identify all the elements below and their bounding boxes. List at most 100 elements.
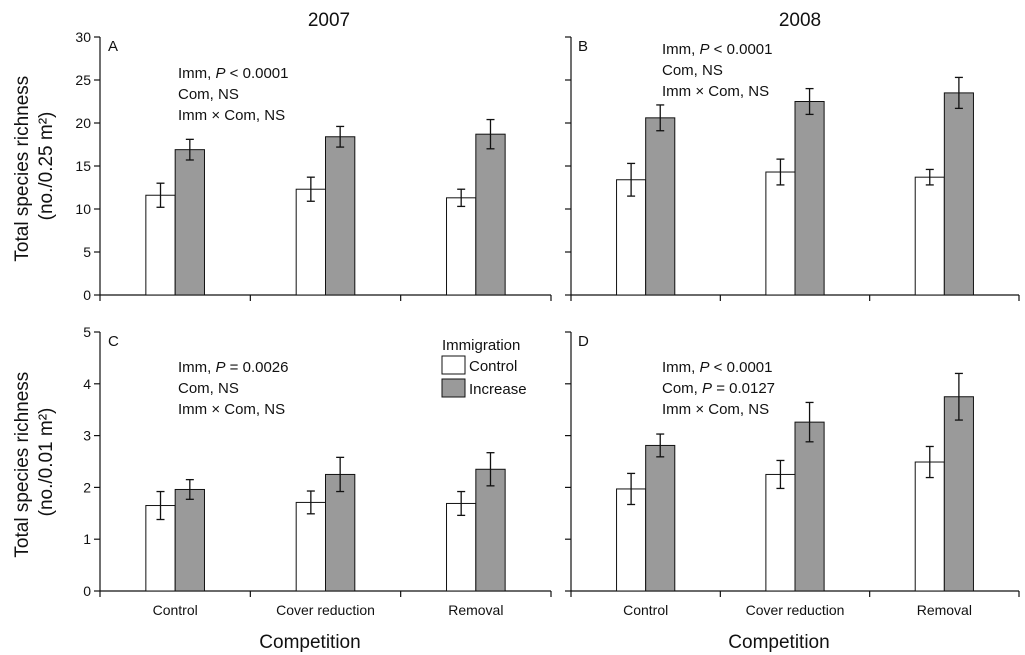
panel-a-bar-increase-2: [475, 133, 506, 296]
panel-d-stat-part: Imm,: [662, 359, 700, 376]
panel-c-y-tick-label: 5: [83, 324, 91, 340]
panel-a-stat-part: Imm × Com, NS: [178, 107, 285, 124]
panel-c-bar-control-1: [295, 501, 326, 592]
panel-d-stat-line: Imm, P < 0.0001: [662, 359, 773, 376]
panel-c-stat-part: = 0.0026: [226, 359, 289, 376]
panel-c-bar-increase-1: [325, 473, 356, 592]
y-axis-title-top-line2: (no./0.25 m²): [36, 112, 57, 221]
panel-c-y-tick-label: 2: [83, 479, 91, 495]
panel-d-bar-control-2: [914, 461, 945, 592]
panel-b-bar-increase-2: [943, 92, 974, 296]
panel-b-letter: B: [578, 38, 588, 55]
panel-d-bar-increase-1: [794, 421, 825, 592]
panel-a-bar-control-1: [295, 188, 326, 296]
panel-c-y-tick-label: 0: [83, 583, 91, 599]
panel-b-stat-part: < 0.0001: [710, 41, 773, 58]
panel-c-bar-control-2: [446, 502, 477, 592]
panel-c-stat-line: Com, NS: [178, 380, 239, 397]
panel-d-category-label: Cover reduction: [746, 602, 845, 618]
panel-a-stat-part: Com, NS: [178, 86, 239, 103]
panel-a-bar-control-0: [145, 194, 176, 296]
panel-b-stat-part: P: [700, 41, 710, 58]
panel-d-stat-part: < 0.0001: [710, 359, 773, 376]
panel-a-y-tick-label: 15: [75, 158, 91, 174]
panel-a-stat-part: < 0.0001: [226, 65, 289, 82]
panel-c-y-tick-label: 3: [83, 428, 91, 444]
panel-a-stat-part: P: [216, 65, 226, 82]
panel-a: 0 5 10 15 20 25 30 A Imm, P < 0.0001 Com, NS Imm ×…: [75, 29, 552, 303]
panel-a-bar-control-2: [446, 197, 477, 296]
panel-b-stat-line: Imm, P < 0.0001: [662, 41, 773, 58]
panel-d-bar-control-1: [765, 473, 796, 592]
panel-a-y-tick-label: 30: [75, 29, 91, 45]
panel-b-stat-line: Com, NS: [662, 62, 723, 79]
panel-d-bar-increase-0: [645, 444, 676, 592]
panel-a-bar-increase-0: [174, 149, 205, 296]
y-axis-title-bottom-line1: Total species richness: [12, 372, 33, 558]
panel-b-bar-control-2: [914, 176, 945, 296]
panel-c-category-label: Control: [153, 602, 198, 618]
panel-c-y-tick-label: 4: [83, 376, 91, 392]
panel-c-stat-part: Imm × Com, NS: [178, 401, 285, 418]
x-axis-title-left: Competition: [259, 632, 360, 653]
panel-a-y-tick-label: 0: [83, 287, 91, 303]
panel-b-bar-control-0: [616, 179, 647, 296]
panel-c: 0 1 2 3 4 5 Control Cover reduction Removal C Imm,…: [83, 324, 552, 618]
legend-swatch-increase: [441, 378, 466, 398]
panel-c-bar-increase-0: [174, 488, 205, 592]
panel-d: Control Cover reduction Removal D Imm, P < 0…: [565, 331, 1020, 618]
panel-a-stat-line: Imm × Com, NS: [178, 107, 285, 124]
legend: Immigration Control Increase: [441, 337, 527, 398]
panel-b: B Imm, P < 0.0001 Com, NS Imm × Com, NS: [565, 36, 1020, 301]
legend-label-control: Control: [469, 358, 517, 375]
y-axis-title-top: Total species richness (no./0.25 m²): [12, 70, 57, 261]
panel-d-bar-increase-2: [943, 396, 974, 592]
panel-a-stat-part: Imm,: [178, 65, 216, 82]
panel-c-stat-part: P: [216, 359, 226, 376]
legend-swatch-control: [441, 355, 466, 375]
column-title-2007: 2007: [308, 10, 350, 31]
panel-a-stat-line: Imm, P < 0.0001: [178, 65, 289, 82]
panel-c-stat-line: Imm, P = 0.0026: [178, 359, 289, 376]
panel-c-y-tick-label: 1: [83, 531, 91, 547]
panel-b-bar-increase-1: [794, 101, 825, 296]
x-axis-title-right: Competition: [728, 632, 829, 653]
panel-b-stat-part: Imm × Com, NS: [662, 83, 769, 100]
panel-c-category-label: Removal: [448, 602, 503, 618]
panel-d-stat-part: Com,: [662, 380, 702, 397]
panel-d-category-label: Removal: [917, 602, 972, 618]
y-axis-title-bottom-line2: (no./0.01 m²): [36, 408, 57, 517]
panel-a-bar-increase-1: [325, 136, 356, 296]
y-axis-title-top-line1: Total species richness: [12, 76, 33, 262]
panel-d-stat-part: = 0.0127: [712, 380, 775, 397]
panel-a-y-tick-label: 20: [75, 115, 91, 131]
panel-b-stat-part: Com, NS: [662, 62, 723, 79]
panel-c-stat-part: Com, NS: [178, 380, 239, 397]
panel-c-category-label: Cover reduction: [276, 602, 375, 618]
y-axis-title-bottom: Total species richness (no./0.01 m²): [12, 366, 57, 557]
panel-c-stat-line: Imm × Com, NS: [178, 401, 285, 418]
panel-d-stat-part: P: [700, 359, 710, 376]
panel-a-y-tick-label: 10: [75, 201, 91, 217]
panel-a-stat-line: Com, NS: [178, 86, 239, 103]
column-title-2008: 2008: [779, 10, 821, 31]
panel-d-stat-line: Com, P = 0.0127: [662, 380, 775, 397]
panel-a-letter: A: [108, 38, 118, 55]
panel-c-stat-part: Imm,: [178, 359, 216, 376]
panel-b-stat-part: Imm,: [662, 41, 700, 58]
panel-c-letter: C: [108, 333, 119, 350]
legend-label-increase: Increase: [469, 381, 527, 398]
panel-b-stat-line: Imm × Com, NS: [662, 83, 769, 100]
panel-a-y-tick-label: 5: [83, 244, 91, 260]
panel-d-stat-part: Imm × Com, NS: [662, 401, 769, 418]
panel-d-stat-line: Imm × Com, NS: [662, 401, 769, 418]
panel-b-bar-control-1: [765, 171, 796, 296]
panel-c-bar-increase-2: [475, 468, 506, 592]
panel-b-bar-increase-0: [645, 117, 676, 296]
legend-title: Immigration: [442, 337, 520, 354]
panel-d-stat-part: P: [702, 380, 712, 397]
panel-d-letter: D: [578, 333, 589, 350]
panel-d-category-label: Control: [623, 602, 668, 618]
